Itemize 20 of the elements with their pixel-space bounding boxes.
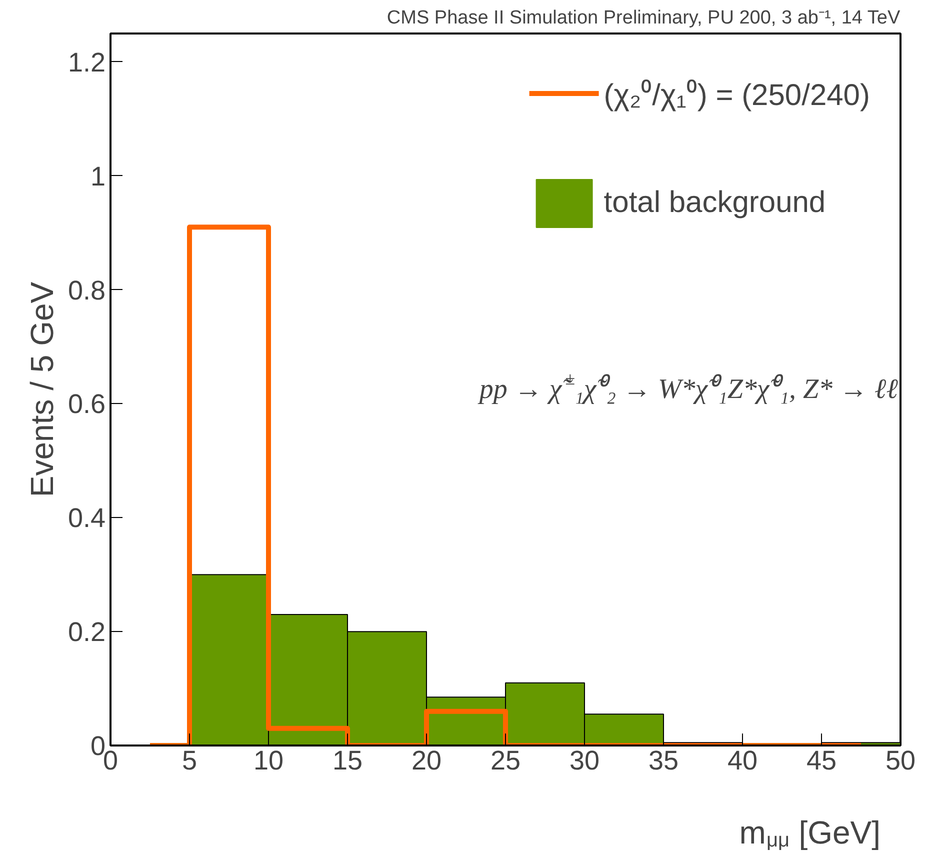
x-tick-label: 45 — [806, 746, 837, 776]
chart-title: CMS Phase II Simulation Preliminary, PU 200, 3 ab⁻¹, 14 TeV — [386, 8, 900, 28]
x-tick-label: 25 — [490, 746, 521, 776]
y-tick-label: 1.2 — [68, 47, 106, 78]
x-tick-label: 10 — [253, 746, 284, 776]
x-tick-label: 35 — [648, 746, 679, 776]
y-tick-label: 0.2 — [68, 617, 106, 648]
y-tick-label: 1 — [90, 161, 106, 192]
x-tick-label: 30 — [569, 746, 600, 776]
legend-label: (χ₂⁰/χ₁⁰) = (250/240) — [604, 78, 870, 114]
x-tick-label: 40 — [727, 746, 758, 776]
legend-label: total background — [604, 186, 826, 220]
x-tick-label: 20 — [411, 746, 442, 776]
x-tick-label: 50 — [885, 746, 916, 776]
y-tick-label: 0.8 — [68, 275, 106, 306]
x-tick-label: 15 — [332, 746, 363, 776]
x-tick-label: 5 — [182, 746, 198, 776]
y-axis-title: Events / 5 GeV — [24, 281, 60, 498]
y-tick-label: 0.6 — [68, 389, 106, 420]
y-tick-label: 0.4 — [68, 503, 106, 534]
